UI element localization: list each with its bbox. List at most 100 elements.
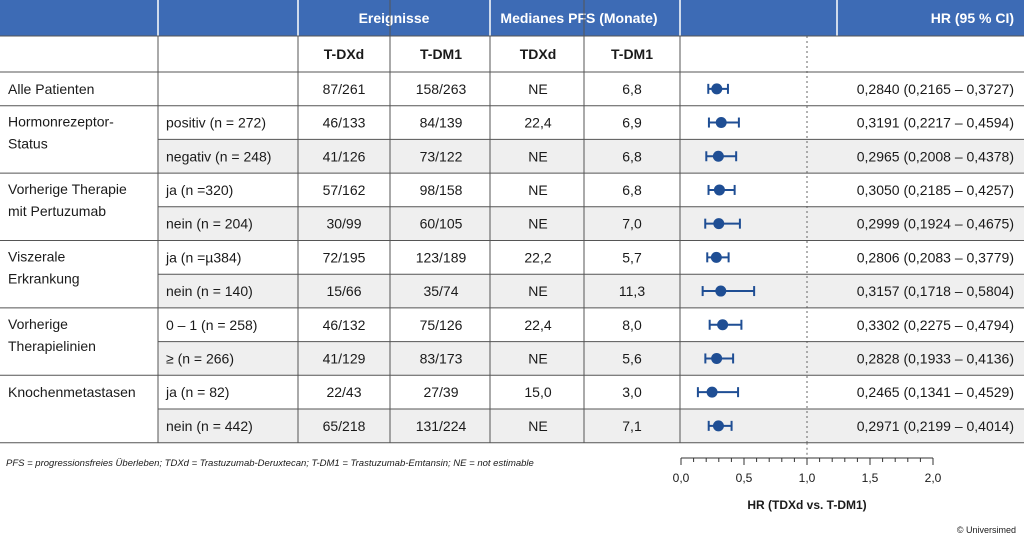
events-tdm1: 35/74 xyxy=(423,283,458,299)
pfs-tdm1: 11,3 xyxy=(619,283,645,299)
header-band xyxy=(0,0,1024,36)
pfs-tdxd: 22,4 xyxy=(524,115,551,131)
events-tdm1: 83/173 xyxy=(420,350,463,366)
events-tdxd: 41/126 xyxy=(323,148,366,164)
hr-value: 0,2999 (0,1924 – 0,4675) xyxy=(857,216,1014,232)
header-pfs: Medianes PFS (Monate) xyxy=(500,10,657,26)
hr-point xyxy=(712,150,724,162)
pfs-tdxd: NE xyxy=(528,350,547,366)
pfs-tdxd: 22,2 xyxy=(524,249,551,265)
pfs-tdm1: 6,9 xyxy=(622,115,642,131)
pfs-tdm1: 7,0 xyxy=(622,216,642,232)
group-label: Viszerale xyxy=(8,249,66,265)
x-tick-label: 1,0 xyxy=(799,471,816,485)
pfs-tdm1: 6,8 xyxy=(622,148,642,164)
subgroup-label: 0 – 1 (n = 258) xyxy=(166,317,257,333)
x-tick-label: 1,5 xyxy=(862,471,879,485)
header-ereignisse: Ereignisse xyxy=(359,10,430,26)
group-label: Vorherige Therapie xyxy=(8,181,127,197)
hr-point xyxy=(715,285,727,297)
pfs-tdm1: 6,8 xyxy=(622,182,642,198)
events-tdm1: 60/105 xyxy=(420,216,463,232)
subheader-tdxd-pfs: TDXd xyxy=(520,46,557,62)
pfs-tdm1: 7,1 xyxy=(622,418,642,434)
group-label: Erkrankung xyxy=(8,271,80,287)
events-tdxd: 72/195 xyxy=(323,249,366,265)
row-shade xyxy=(158,206,1024,241)
events-tdxd: 46/132 xyxy=(323,317,366,333)
pfs-tdxd: 15,0 xyxy=(524,384,551,400)
hr-value: 0,2465 (0,1341 – 0,4529) xyxy=(857,384,1014,400)
hr-value: 0,2965 (0,2008 – 0,4378) xyxy=(857,148,1014,164)
group-label: mit Pertuzumab xyxy=(8,203,106,219)
events-tdxd: 65/218 xyxy=(323,418,366,434)
x-axis-label: HR (TDXd vs. T-DM1) xyxy=(747,498,866,512)
hr-point xyxy=(713,184,725,196)
events-tdxd: 30/99 xyxy=(326,216,361,232)
hr-point xyxy=(715,117,727,129)
events-tdm1: 123/189 xyxy=(416,249,467,265)
row-shade xyxy=(158,274,1024,308)
subgroup-label: ≥ (n = 266) xyxy=(166,350,234,366)
subgroup-label: ja (n = 82) xyxy=(165,384,229,400)
events-tdm1: 131/224 xyxy=(416,418,467,434)
hr-point xyxy=(712,420,724,432)
pfs-tdm1: 8,0 xyxy=(622,317,642,333)
events-tdxd: 87/261 xyxy=(323,81,366,97)
subgroup-label: nein (n = 442) xyxy=(166,418,253,434)
events-tdxd: 57/162 xyxy=(323,182,366,198)
subgroup-label: nein (n = 204) xyxy=(166,216,253,232)
pfs-tdxd: NE xyxy=(528,216,547,232)
hr-point xyxy=(706,386,718,398)
row-shade xyxy=(158,409,1024,443)
header-hr: HR (95 % CI) xyxy=(931,10,1014,26)
copyright: © Universimed xyxy=(957,525,1016,535)
events-tdxd: 41/129 xyxy=(323,350,366,366)
x-axis: 0,0 0,5 1,0 1,5 2,0 xyxy=(673,442,942,485)
hr-value: 0,2828 (0,1933 – 0,4136) xyxy=(857,350,1014,366)
group-label: Knochenmetastasen xyxy=(8,384,136,400)
group-label: Alle Patienten xyxy=(8,81,94,97)
hr-value: 0,2806 (0,2083 – 0,3779) xyxy=(857,249,1014,265)
row-shading xyxy=(158,139,1024,443)
pfs-tdxd: NE xyxy=(528,182,547,198)
subheader-tdm1-events: T-DM1 xyxy=(420,46,462,62)
subheader-tdm1-pfs: T-DM1 xyxy=(611,46,653,62)
hr-point xyxy=(717,319,729,331)
events-tdm1: 73/122 xyxy=(420,148,463,164)
pfs-tdm1: 5,6 xyxy=(622,350,642,366)
subgroup-label: positiv (n = 272) xyxy=(166,115,266,131)
x-tick-label: 0,5 xyxy=(736,471,753,485)
events-tdm1: 75/126 xyxy=(420,317,463,333)
pfs-tdm1: 6,8 xyxy=(622,81,642,97)
group-label: Hormonrezeptor- xyxy=(8,114,114,130)
footnote: PFS = progressionsfreies Überleben; TDXd… xyxy=(6,458,534,469)
hr-value: 0,3050 (0,2185 – 0,4257) xyxy=(857,182,1014,198)
events-tdm1: 27/39 xyxy=(423,384,458,400)
events-tdm1: 84/139 xyxy=(420,115,463,131)
hr-point xyxy=(711,352,723,364)
group-label: Vorherige xyxy=(8,316,68,332)
hr-point xyxy=(713,218,725,230)
pfs-tdm1: 5,7 xyxy=(622,249,642,265)
events-tdxd: 15/66 xyxy=(326,283,361,299)
events-tdxd: 22/43 xyxy=(326,384,361,400)
forest-plot xyxy=(696,83,756,432)
pfs-tdxd: 22,4 xyxy=(524,317,551,333)
pfs-tdm1: 3,0 xyxy=(622,384,642,400)
events-tdm1: 158/263 xyxy=(416,81,467,97)
events-tdm1: 98/158 xyxy=(420,182,463,198)
table-body: Alle Patienten Hormonrezeptor- Status Vorhe… xyxy=(8,81,1014,434)
hr-point xyxy=(710,251,722,263)
subgroup-label: ja (n =µ384) xyxy=(165,249,241,265)
x-tick-label: 0,0 xyxy=(673,471,690,485)
pfs-tdxd: NE xyxy=(528,81,547,97)
events-tdxd: 46/133 xyxy=(323,115,366,131)
group-label: Status xyxy=(8,136,48,152)
row-shade xyxy=(158,139,1024,174)
subgroup-label: negativ (n = 248) xyxy=(166,148,271,164)
group-label: Therapielinien xyxy=(8,338,96,354)
pfs-tdxd: NE xyxy=(528,148,547,164)
